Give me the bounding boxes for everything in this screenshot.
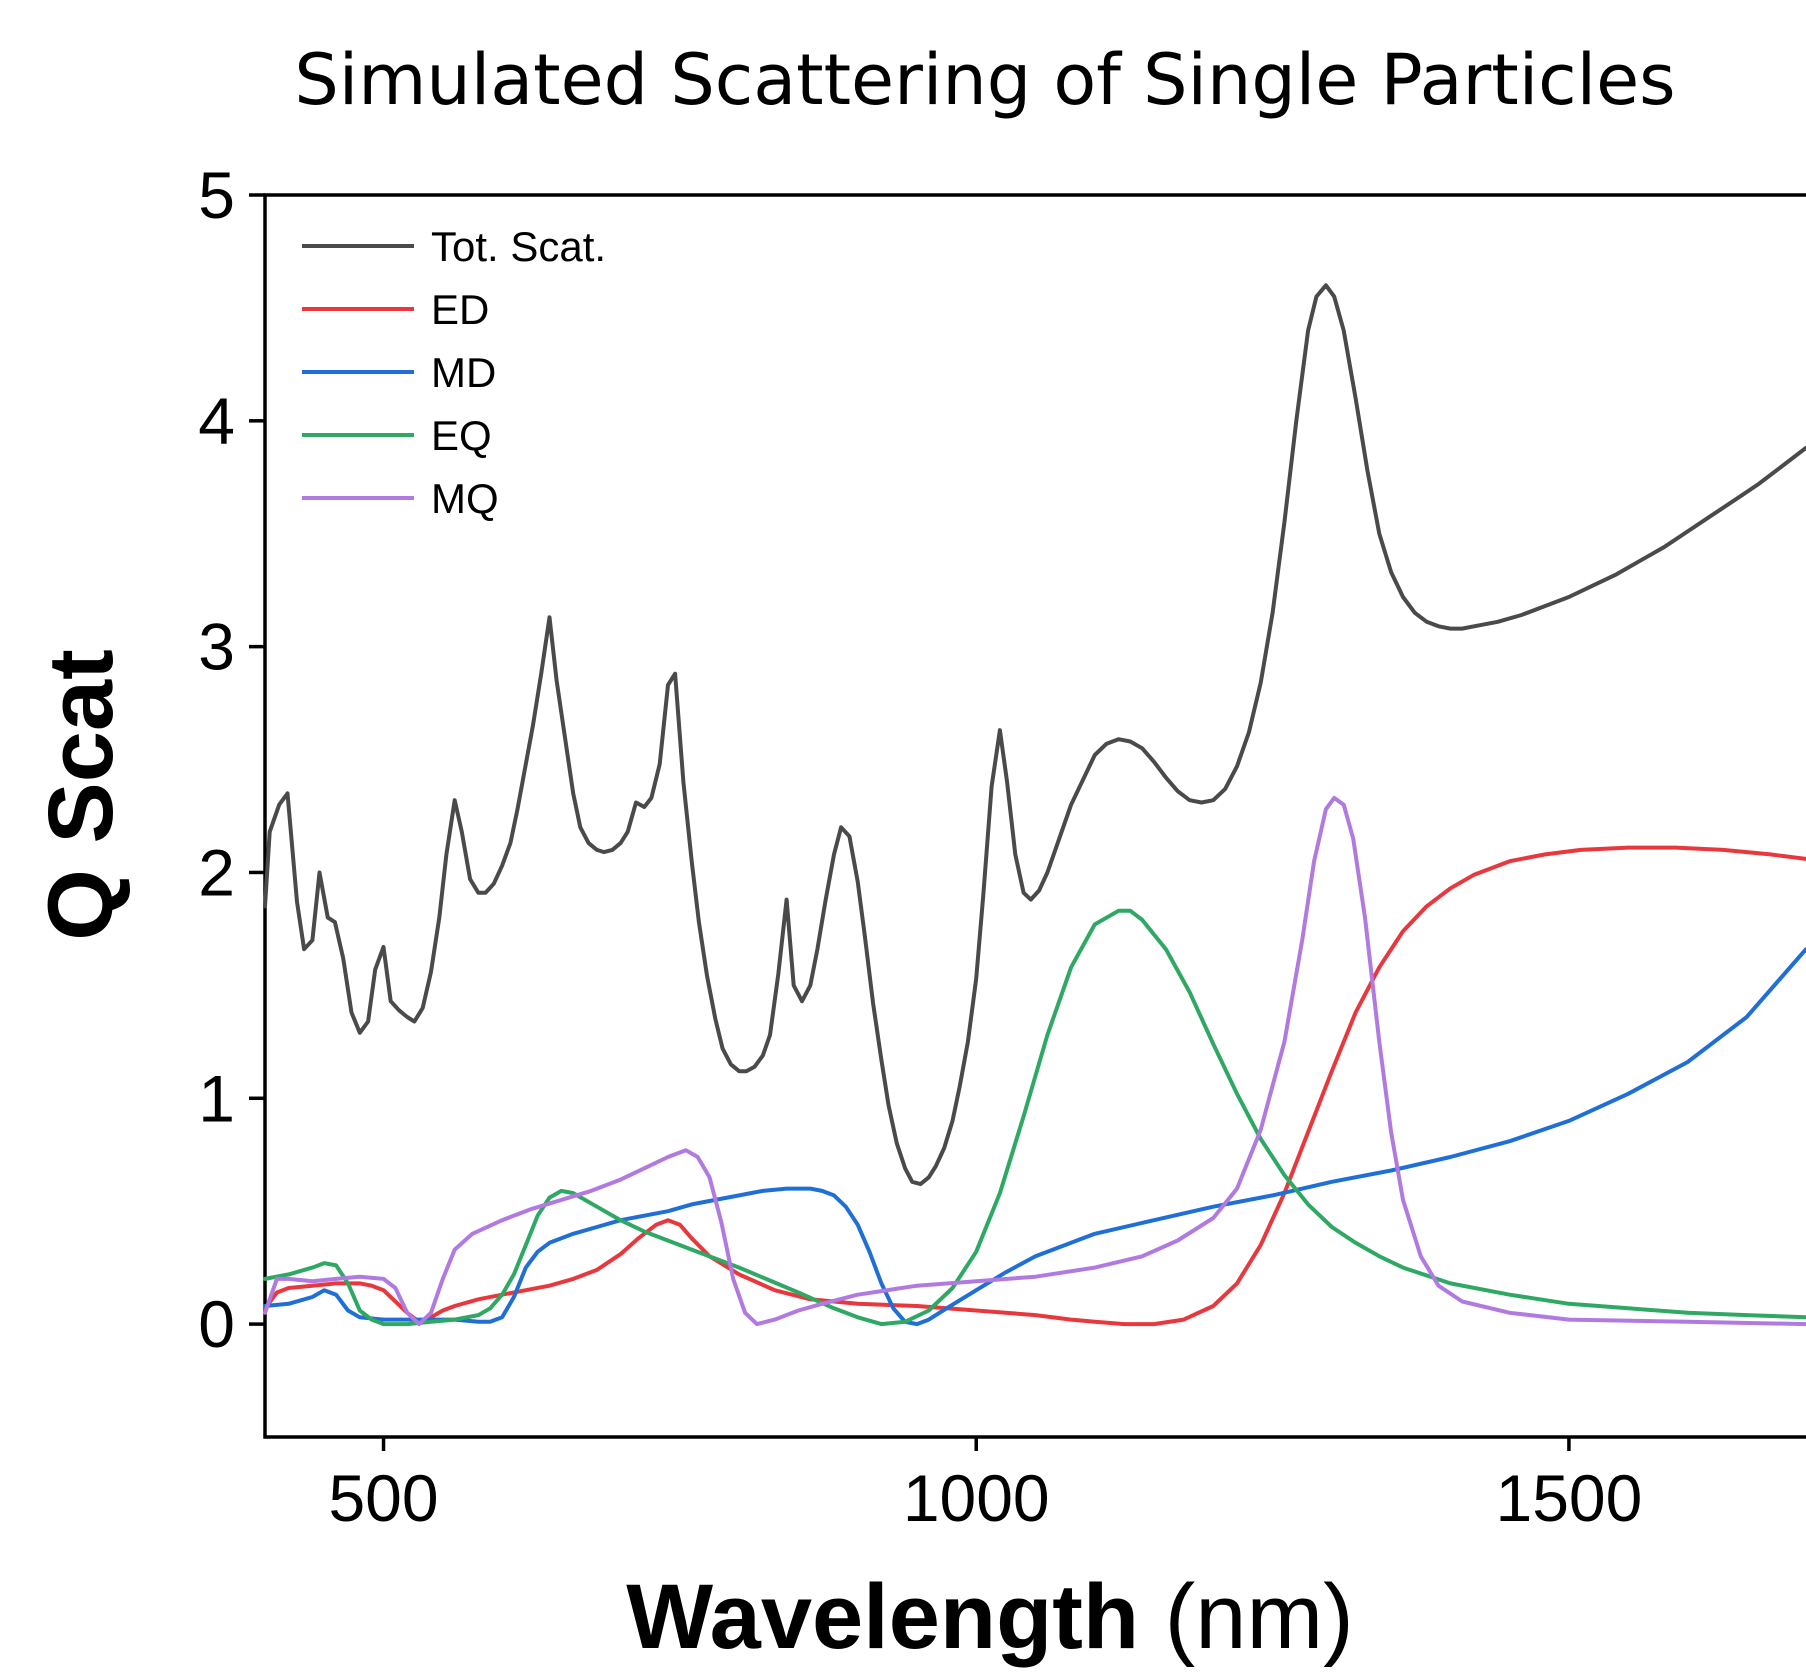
legend-item-mq: MQ — [302, 475, 499, 522]
legend-item-tot-scat: Tot. Scat. — [302, 223, 606, 270]
series-line-mq — [263, 795, 1806, 1327]
legend-item-ed: ED — [302, 286, 489, 333]
x-axis-label-main: Wavelength — [626, 1566, 1139, 1668]
x-axis-ticks: 500 1000 1500 — [328, 1437, 1642, 1535]
legend: Tot. Scat. ED MD EQ MQ — [302, 223, 606, 522]
legend-label: Tot. Scat. — [431, 223, 606, 270]
y-tick-label: 0 — [198, 1287, 235, 1361]
legend-label: MD — [431, 349, 496, 396]
plot-frame — [263, 193, 1806, 1439]
legend-label: EQ — [431, 412, 492, 459]
y-tick-label: 1 — [198, 1061, 235, 1135]
series-line-ed — [263, 845, 1806, 1327]
plot-area — [263, 193, 1806, 1439]
y-tick-label: 3 — [198, 610, 235, 684]
legend-item-eq: EQ — [302, 412, 492, 459]
series-layer — [263, 283, 1806, 1327]
legend-label: ED — [431, 286, 489, 333]
x-tick-label: 500 — [328, 1461, 438, 1535]
y-tick-label: 2 — [198, 835, 235, 909]
y-axis-ticks: 0 1 2 3 4 5 — [198, 158, 265, 1361]
series-line-tot-scat — [263, 283, 1806, 1187]
x-axis-label: Wavelength (nm) — [626, 1566, 1354, 1668]
y-tick-label: 4 — [198, 384, 235, 458]
series-line-eq — [263, 908, 1806, 1327]
legend-item-md: MD — [302, 349, 496, 396]
x-axis-label-unit: (nm) — [1139, 1566, 1354, 1668]
x-tick-label: 1500 — [1496, 1461, 1643, 1535]
legend-label: MQ — [431, 475, 499, 522]
y-axis-label: Q Scat — [30, 649, 132, 940]
chart-title: Simulated Scattering of Single Particles — [294, 39, 1675, 121]
y-tick-label: 5 — [198, 158, 235, 232]
x-tick-label: 1000 — [903, 1461, 1050, 1535]
series-line-md — [263, 947, 1806, 1327]
